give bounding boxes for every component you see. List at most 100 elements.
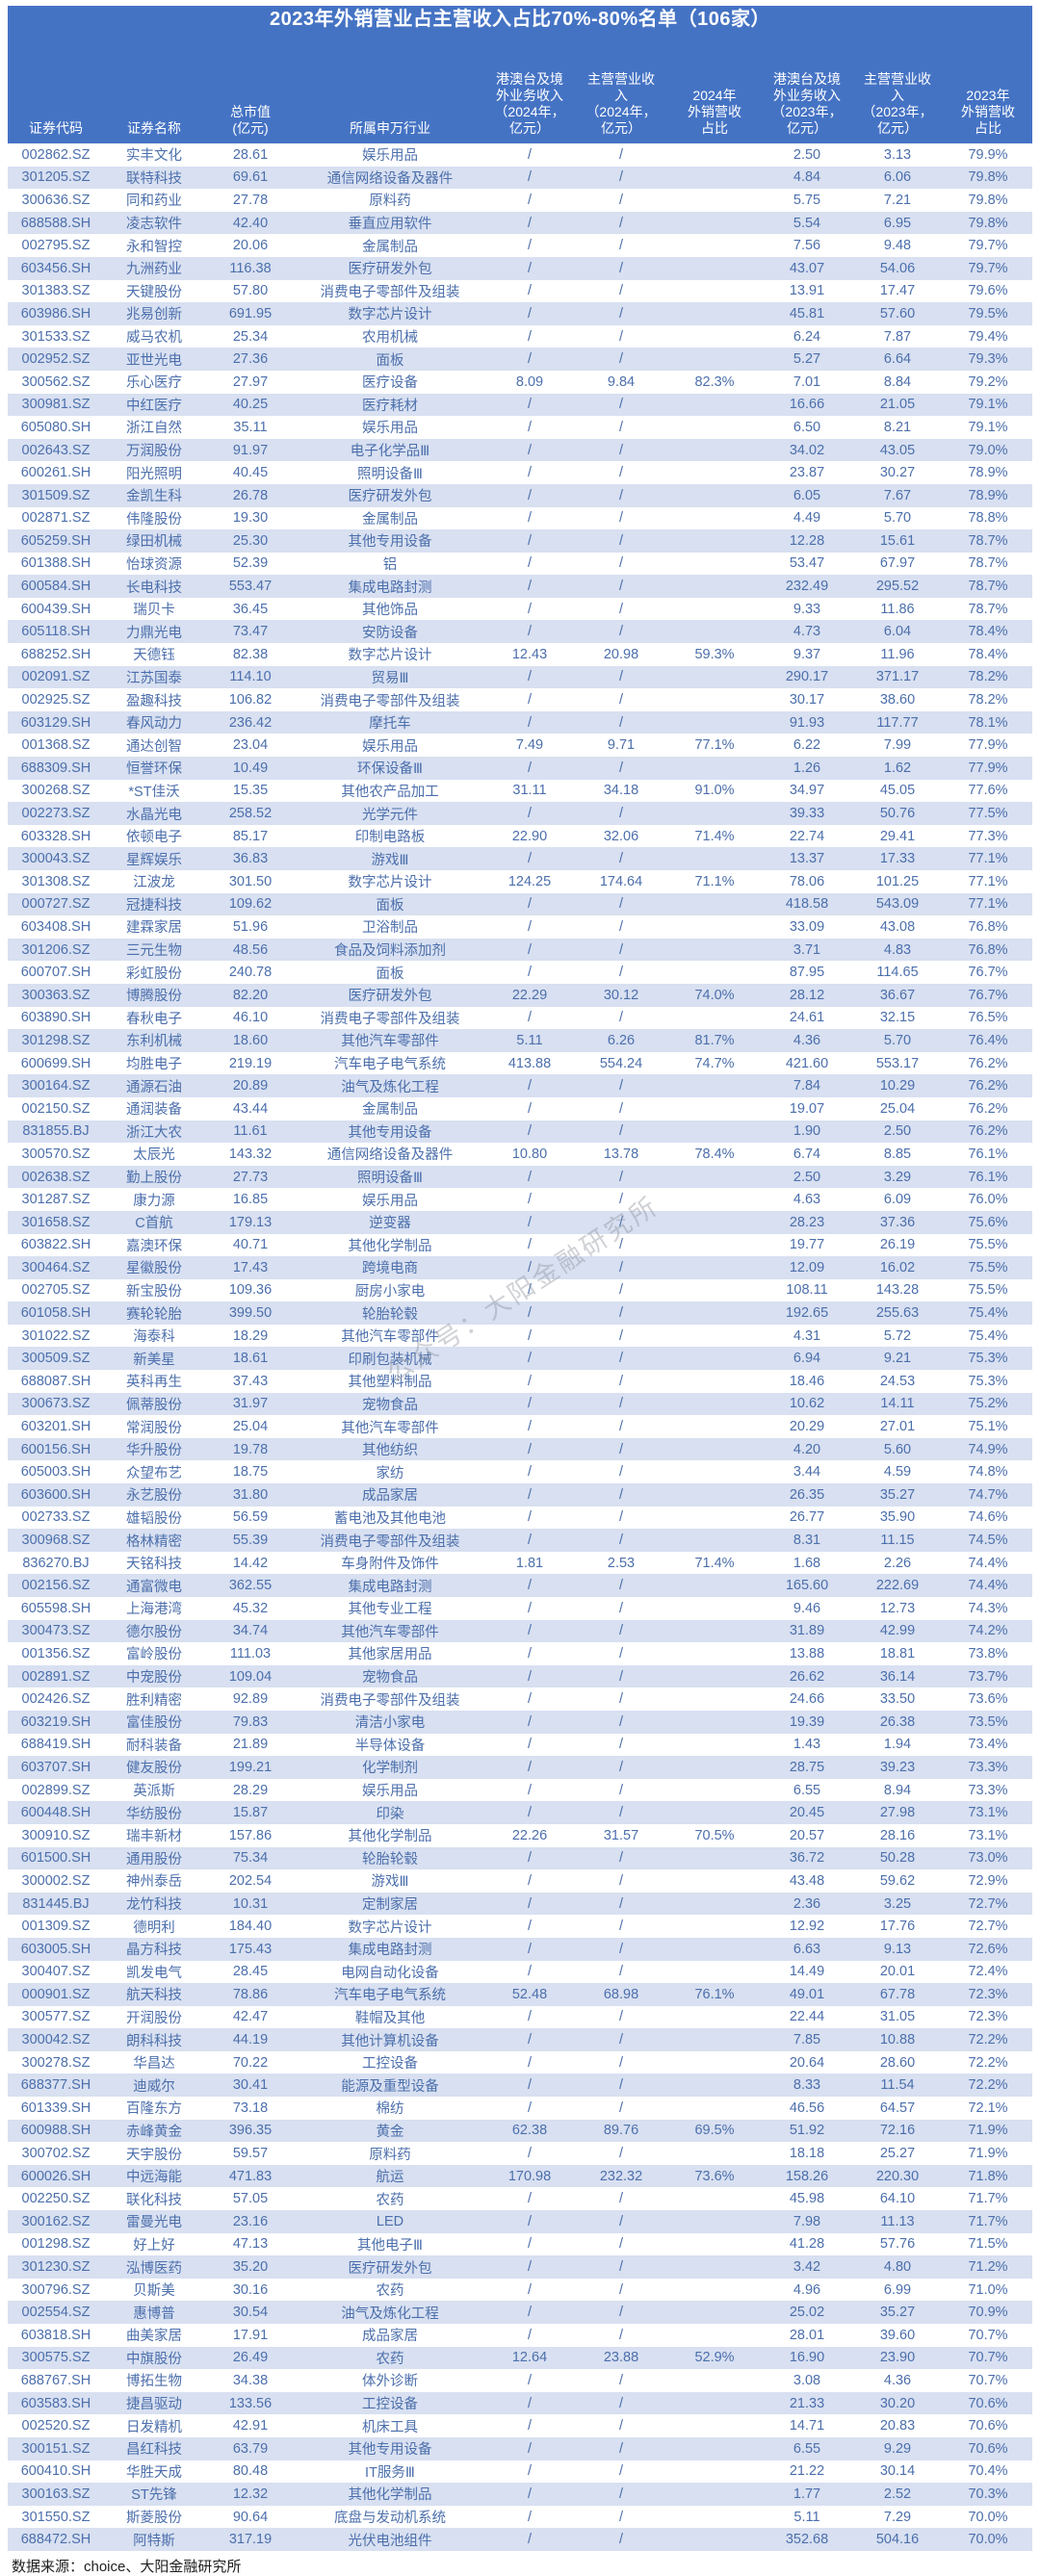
cell-export-ratio-2023: 72.7% [968,1919,1008,1935]
cell-code: 002705.SZ [21,1282,91,1299]
table-row: 600988.SH 赤峰黄金 396.35 黄金 62.38 89.76 69.5% 51.9… [8,2119,1032,2143]
cell-main-revenue-2023: 8.85 [883,1146,912,1162]
cell-overseas-revenue-2023: 9.46 [793,1600,821,1616]
cell-market-cap: 46.10 [232,1010,269,1026]
cell-overseas-revenue-2024: / [527,169,533,186]
cell-industry: 其他汽车零部件 [341,1420,439,1436]
column-header-industry: 所属申万行业 [350,120,430,136]
cell-industry: 娱乐用品 [362,421,418,437]
cell-market-cap: 14.42 [232,1555,269,1571]
cell-code: 600988.SH [20,2123,91,2139]
cell-name: 浙江大农 [126,1124,182,1141]
cell-market-cap: 17.91 [232,2327,269,2343]
table-row: 002925.SZ 盈趣科技 106.82 消费电子零部件及组装 / / 30.17 38.6… [8,688,1032,711]
cell-main-revenue-2024: / [618,2486,624,2502]
cell-industry: 照明设备Ⅲ [357,1171,423,1187]
cell-name: 凌志软件 [126,217,182,233]
cell-main-revenue-2023: 7.99 [883,737,912,754]
cell-export-ratio-2024: 76.1% [694,1986,735,2002]
cell-main-revenue-2024: / [618,238,624,254]
cell-main-revenue-2023: 25.04 [879,1100,916,1117]
cell-name: 中宠股份 [126,1670,182,1687]
cell-export-ratio-2023: 72.3% [968,2009,1008,2025]
cell-market-cap: 317.19 [228,2532,273,2548]
cell-main-revenue-2023: 7.87 [883,328,912,345]
cell-code: 002871.SZ [21,510,91,527]
cell-overseas-revenue-2023: 41.28 [789,2236,825,2253]
cell-code: 002733.SZ [21,1509,91,1526]
cell-overseas-revenue-2023: 20.29 [789,1419,825,1435]
cell-name: 凯发电气 [126,1965,182,1981]
cell-name: 好上好 [133,2237,175,2254]
cell-code: 000727.SZ [21,896,91,913]
cell-code: 600439.SH [20,601,91,617]
cell-name: 彩虹股份 [126,966,182,982]
cell-overseas-revenue-2024: / [527,2281,533,2298]
cell-industry: 其他化学制品 [348,1238,432,1254]
cell-industry: 娱乐用品 [362,1784,418,1800]
table-row: 301658.SZ C首航 179.13 逆变器 / / 28.23 37.36 75.6% [8,1210,1032,1234]
cell-export-ratio-2023: 76.4% [968,1032,1008,1048]
cell-overseas-revenue-2024: / [527,351,533,368]
cell-industry: 印刷包装机械 [348,1352,432,1368]
cell-industry: 消费电子零部件及组装 [320,693,460,709]
cell-export-ratio-2023: 78.4% [968,624,1008,640]
cell-overseas-revenue-2023: 28.23 [789,1214,825,1230]
cell-name: 康力源 [133,1193,175,1209]
cell-industry: 其他汽车零部件 [341,1329,439,1346]
cell-main-revenue-2023: 8.21 [883,419,912,435]
cell-overseas-revenue-2023: 19.07 [789,1100,825,1117]
cell-industry: 数字芯片设计 [348,648,432,664]
cell-main-revenue-2023: 11.96 [880,646,915,662]
cell-industry: IT服务Ⅲ [365,2464,415,2481]
cell-export-ratio-2024: 78.4% [694,1146,735,1162]
cell-market-cap: 42.40 [232,215,269,231]
cell-overseas-revenue-2023: 91.93 [789,714,825,731]
cell-main-revenue-2024: / [618,1373,624,1389]
table-row: 603456.SH 九洲药业 116.38 医疗研发外包 / / 43.07 54.06 79.… [8,256,1032,280]
cell-export-ratio-2023: 73.0% [968,1850,1008,1867]
cell-export-ratio-2023: 73.4% [968,1737,1008,1753]
cell-main-revenue-2023: 6.64 [883,351,912,368]
cell-code: 300562.SZ [21,374,91,390]
cell-industry: 车身附件及饰件 [341,1557,439,1573]
cell-overseas-revenue-2024: / [527,1964,533,1980]
table-row: 300577.SZ 开润股份 42.47 鞋帽及其他 / / 22.44 31.05 72.3% [8,2006,1032,2029]
cell-name: 中旗股份 [126,2351,182,2367]
cell-name: 阿特斯 [133,2533,175,2549]
cell-overseas-revenue-2023: 26.35 [789,1486,825,1503]
cell-main-revenue-2023: 26.38 [879,1713,916,1730]
cell-industry: 照明设备Ⅲ [357,466,423,482]
cell-overseas-revenue-2024: / [527,487,533,503]
cell-overseas-revenue-2023: 3.71 [793,941,821,958]
cell-code: 605003.SH [20,1464,91,1481]
cell-overseas-revenue-2023: 6.63 [793,1941,821,1957]
cell-export-ratio-2023: 77.9% [968,760,1008,776]
cell-main-revenue-2023: 5.60 [883,1441,912,1457]
cell-code: 688588.SH [20,215,91,231]
column-header-name: 证券名称 [127,120,181,136]
cell-export-ratio-2023: 79.6% [968,283,1008,299]
cell-market-cap: 35.11 [233,419,268,435]
table-row: 002643.SZ 万润股份 91.97 电子化学品Ⅲ / / 34.02 43.05 79.0… [8,438,1032,462]
cell-overseas-revenue-2023: 5.11 [793,2509,820,2525]
cell-industry: 游戏Ⅲ [371,1874,409,1891]
cell-market-cap: 106.82 [228,692,273,708]
table-row: 002795.SZ 永和智控 20.06 金属制品 / / 7.56 9.48 79.7% [8,234,1032,257]
table-row: 300570.SZ 太辰光 143.32 通信网络设备及器件 10.80 13.78 78.… [8,1143,1032,1166]
cell-main-revenue-2023: 45.05 [879,783,916,799]
table-row: 300562.SZ 乐心医疗 27.97 医疗设备 8.09 9.84 82.3% 7.01 8… [8,371,1032,394]
cell-overseas-revenue-2024: / [527,692,533,708]
cell-main-revenue-2024: / [618,2281,624,2298]
cell-main-revenue-2023: 17.47 [879,283,916,299]
cell-main-revenue-2023: 11.54 [880,2077,915,2094]
cell-name: 永艺股份 [126,1488,182,1505]
table-row: 000727.SZ 冠捷科技 109.62 面板 / / 418.58 543.09 77.1% [8,892,1032,916]
cell-export-ratio-2023: 73.3% [968,1759,1008,1775]
cell-main-revenue-2023: 64.57 [879,2099,916,2116]
cell-main-revenue-2023: 17.33 [879,851,916,867]
cell-main-revenue-2023: 371.17 [875,669,920,685]
cell-overseas-revenue-2023: 232.49 [785,579,829,595]
cell-overseas-revenue-2024: / [527,918,533,935]
cell-market-cap: 15.35 [232,783,269,799]
